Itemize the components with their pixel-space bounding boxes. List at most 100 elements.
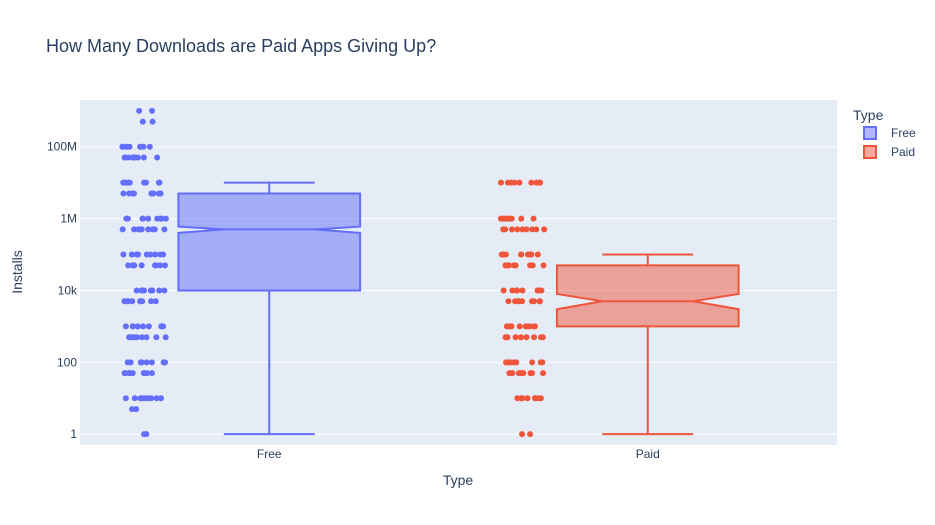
data-point bbox=[158, 395, 165, 402]
data-point bbox=[513, 287, 520, 294]
data-point bbox=[527, 431, 534, 438]
data-point bbox=[143, 359, 150, 366]
data-point bbox=[129, 190, 136, 197]
legend-swatch bbox=[863, 145, 877, 159]
data-point bbox=[125, 179, 132, 186]
data-point bbox=[148, 359, 155, 366]
data-point bbox=[143, 251, 150, 258]
x-axis-ticks: Free Paid bbox=[257, 447, 660, 461]
data-point bbox=[143, 431, 150, 438]
y-tick-label: 100M bbox=[47, 140, 77, 154]
data-point bbox=[133, 287, 140, 294]
data-point bbox=[145, 323, 152, 330]
data-point bbox=[529, 370, 536, 377]
data-point bbox=[157, 262, 164, 269]
data-point bbox=[508, 215, 515, 222]
data-point bbox=[119, 143, 126, 150]
data-point bbox=[531, 334, 538, 341]
data-point bbox=[523, 334, 530, 341]
data-point bbox=[151, 226, 158, 233]
data-point bbox=[148, 107, 155, 114]
data-point bbox=[139, 287, 146, 294]
data-point bbox=[149, 118, 156, 125]
data-point bbox=[131, 395, 138, 402]
data-point bbox=[148, 190, 155, 197]
data-point bbox=[498, 251, 505, 258]
data-point bbox=[134, 323, 141, 330]
data-point bbox=[124, 143, 131, 150]
data-point bbox=[508, 323, 515, 330]
data-point bbox=[140, 323, 147, 330]
trace-free bbox=[119, 107, 362, 438]
x-tick-label: Free bbox=[257, 447, 282, 461]
data-point bbox=[500, 226, 507, 233]
data-point bbox=[138, 262, 145, 269]
trace-paid bbox=[497, 179, 740, 438]
data-point bbox=[500, 287, 507, 294]
data-point bbox=[161, 359, 168, 366]
box-body bbox=[177, 192, 362, 292]
data-point bbox=[529, 226, 536, 233]
chart-title: How Many Downloads are Paid Apps Giving … bbox=[46, 36, 436, 56]
data-point bbox=[512, 262, 519, 269]
data-point bbox=[540, 262, 547, 269]
data-point bbox=[530, 298, 537, 305]
data-point bbox=[515, 370, 522, 377]
data-point bbox=[120, 179, 127, 186]
data-point bbox=[528, 179, 535, 186]
data-point bbox=[161, 226, 168, 233]
data-point bbox=[540, 370, 547, 377]
legend-title: Type bbox=[853, 107, 884, 123]
data-point bbox=[503, 359, 510, 366]
data-point bbox=[530, 215, 537, 222]
data-point bbox=[138, 226, 145, 233]
data-point bbox=[516, 323, 523, 330]
data-point bbox=[137, 395, 144, 402]
data-point bbox=[533, 226, 540, 233]
data-point bbox=[161, 287, 168, 294]
data-point bbox=[133, 406, 140, 413]
data-point bbox=[143, 334, 150, 341]
data-point bbox=[140, 154, 147, 161]
data-point bbox=[141, 179, 148, 186]
data-point bbox=[122, 323, 129, 330]
data-point bbox=[148, 298, 155, 305]
data-point bbox=[127, 370, 134, 377]
data-point bbox=[502, 262, 509, 269]
data-point bbox=[157, 251, 164, 258]
data-point bbox=[541, 226, 548, 233]
data-point bbox=[138, 334, 145, 341]
data-point bbox=[512, 334, 519, 341]
data-point bbox=[505, 298, 512, 305]
data-point bbox=[502, 334, 509, 341]
data-point bbox=[158, 323, 165, 330]
data-point bbox=[127, 359, 134, 366]
data-point bbox=[516, 298, 523, 305]
y-axis-ticks: 1 100 10k 1M 100M bbox=[47, 140, 78, 441]
data-point bbox=[529, 359, 536, 366]
y-tick-label: 100 bbox=[57, 355, 77, 369]
data-point bbox=[139, 215, 146, 222]
data-point bbox=[538, 287, 545, 294]
data-point bbox=[129, 298, 136, 305]
data-point bbox=[519, 226, 526, 233]
data-point bbox=[119, 226, 126, 233]
data-point bbox=[140, 370, 147, 377]
data-point bbox=[514, 226, 521, 233]
box-traces bbox=[119, 107, 740, 438]
data-point bbox=[137, 143, 144, 150]
box-body bbox=[555, 264, 740, 328]
legend-label: Paid bbox=[891, 145, 915, 159]
data-point bbox=[517, 334, 524, 341]
x-tick-label: Paid bbox=[636, 447, 660, 461]
data-point bbox=[516, 179, 523, 186]
data-point bbox=[148, 370, 155, 377]
data-point bbox=[132, 154, 139, 161]
data-point bbox=[125, 262, 132, 269]
data-point bbox=[158, 215, 165, 222]
data-point bbox=[497, 215, 504, 222]
data-point bbox=[154, 154, 161, 161]
data-point bbox=[128, 251, 135, 258]
data-point bbox=[512, 298, 519, 305]
